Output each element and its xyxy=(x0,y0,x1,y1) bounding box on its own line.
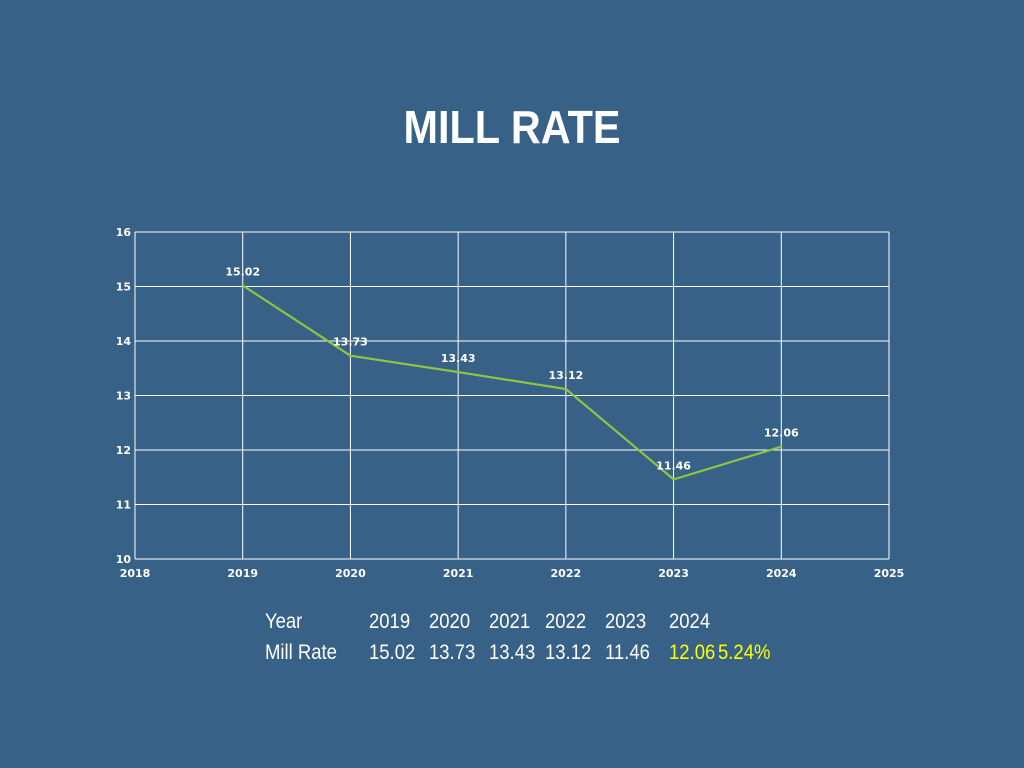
line-chart: 2018 2019 2020 2021 2022 2023 2024 2025 1011121… xyxy=(116,226,905,580)
series-line xyxy=(242,284,782,481)
x-tick-label: 2018 xyxy=(120,567,151,580)
y-tick-label: 16 xyxy=(116,226,132,239)
y-tick-label: 13 xyxy=(116,390,131,403)
data-label: 12.06 xyxy=(764,427,799,440)
data-point xyxy=(456,370,460,374)
rate-cell: 13.73 xyxy=(429,641,476,664)
data-label: 13.73 xyxy=(333,336,368,349)
year-cell: 2024 xyxy=(669,610,711,633)
x-tick-label: 2024 xyxy=(766,567,797,580)
x-axis-ticks: 2018 2019 2020 2021 2022 2023 2024 2025 xyxy=(120,567,905,580)
data-point xyxy=(780,445,783,448)
rate-cell: 13.12 xyxy=(545,641,592,664)
year-cell: 2023 xyxy=(605,610,647,633)
x-tick-label: 2022 xyxy=(551,567,582,580)
x-tick-label: 2023 xyxy=(658,567,689,580)
y-tick-label: 10 xyxy=(116,553,132,566)
rate-change-percent: 5.24% xyxy=(718,641,771,664)
year-cell: 2019 xyxy=(369,610,411,633)
data-label: 11.46 xyxy=(656,459,691,472)
rate-cell: 13.43 xyxy=(489,641,536,664)
data-point xyxy=(672,478,675,481)
x-tick-label: 2025 xyxy=(874,567,905,580)
data-label: 13.12 xyxy=(548,369,583,382)
data-point xyxy=(564,387,568,391)
y-tick-label: 11 xyxy=(116,499,131,512)
rate-row-label: Mill Rate xyxy=(265,641,337,664)
series-layer xyxy=(241,284,783,481)
x-tick-label: 2020 xyxy=(335,567,366,580)
y-tick-label: 12 xyxy=(116,444,131,457)
chart-grid xyxy=(134,231,890,560)
rate-cell: 11.46 xyxy=(605,641,650,664)
year-cell: 2022 xyxy=(545,610,587,633)
data-point xyxy=(241,284,244,287)
y-tick-label: 14 xyxy=(116,335,132,348)
x-tick-label: 2021 xyxy=(443,567,474,580)
rate-cell-highlighted: 12.06 xyxy=(669,641,716,664)
y-tick-label: 15 xyxy=(116,281,131,294)
year-cell: 2021 xyxy=(489,610,531,633)
y-axis-ticks: 10 11 12 13 14 15 16 xyxy=(116,226,132,566)
data-point xyxy=(349,354,352,357)
data-labels-layer: 15.02 13.73 13.43 13.12 11.46 12.06 xyxy=(225,265,799,472)
chart-title: MILL RATE xyxy=(403,101,621,153)
year-cell: 2020 xyxy=(429,610,471,633)
data-label: 15.02 xyxy=(225,265,260,278)
data-label: 13.43 xyxy=(441,352,476,365)
year-row-label: Year xyxy=(265,610,303,633)
x-tick-label: 2019 xyxy=(227,567,258,580)
rate-cell: 15.02 xyxy=(369,641,416,664)
